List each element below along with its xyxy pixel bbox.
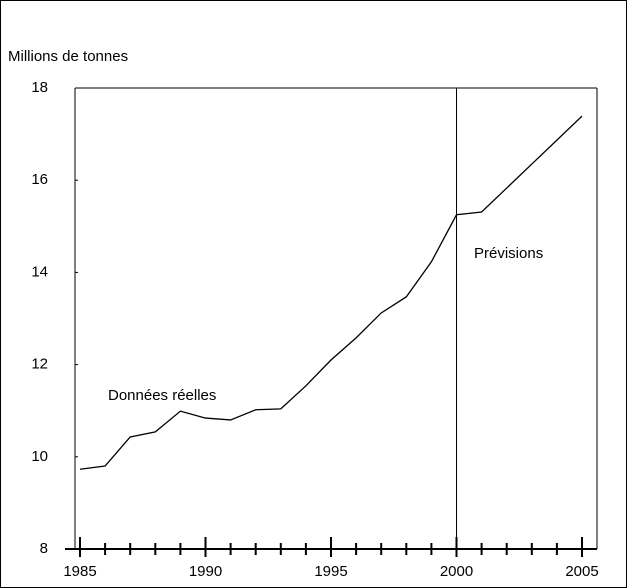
annotation: Prévisions bbox=[474, 245, 543, 262]
y-tick-label: 14 bbox=[31, 263, 48, 280]
x-tick-label: 1985 bbox=[63, 563, 96, 580]
y-axis-label: Millions de tonnes bbox=[8, 48, 128, 65]
x-tick-label: 1995 bbox=[314, 563, 347, 580]
x-tick-label: 2000 bbox=[440, 563, 473, 580]
y-tick-label: 8 bbox=[40, 540, 48, 557]
line-series bbox=[79, 115, 583, 470]
y-tick-label: 18 bbox=[31, 79, 48, 96]
y-tick-label: 12 bbox=[31, 356, 48, 373]
y-tick-label: 10 bbox=[31, 448, 48, 465]
annotation: Données réelles bbox=[108, 387, 216, 404]
x-tick-label: 1990 bbox=[189, 563, 222, 580]
x-tick-label: 2005 bbox=[565, 563, 598, 580]
y-tick-label: 16 bbox=[31, 171, 48, 188]
